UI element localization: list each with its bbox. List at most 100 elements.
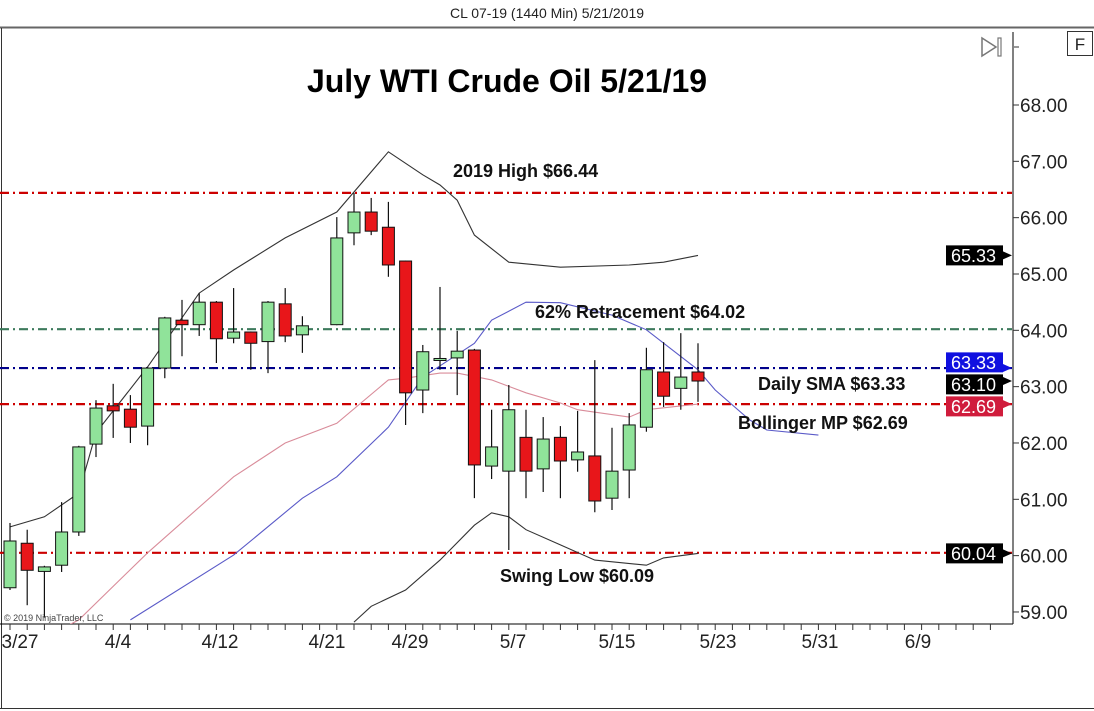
price-tick-label: 64.00 xyxy=(1020,321,1068,342)
candle-body xyxy=(433,357,447,361)
candle-body xyxy=(605,470,619,499)
price-tick-label: 63.00 xyxy=(1020,378,1068,399)
chart-title: July WTI Crude Oil 5/21/19 xyxy=(307,63,707,99)
candle xyxy=(37,565,51,618)
candle-body xyxy=(467,349,481,466)
candle-body xyxy=(502,409,516,472)
candle-body xyxy=(244,331,258,344)
candle-body xyxy=(622,424,636,471)
annotation-daily-sma: Daily SMA $63.33 xyxy=(758,374,905,394)
candle xyxy=(502,384,516,551)
candle-body xyxy=(416,351,430,391)
candle-body xyxy=(364,211,378,232)
candle xyxy=(364,197,378,236)
candle xyxy=(399,260,413,425)
candle xyxy=(519,409,533,499)
price-tag: 62.69 xyxy=(946,396,1012,417)
candle xyxy=(536,417,550,492)
candle-body xyxy=(485,446,499,467)
candle xyxy=(605,427,619,511)
candle xyxy=(657,342,671,407)
candle xyxy=(571,410,585,472)
time-tick-label: 5/31 xyxy=(802,632,839,653)
annotation-2019-high: 2019 High $66.44 xyxy=(453,161,598,181)
candle xyxy=(55,502,69,572)
price-tag-label: 63.10 xyxy=(951,375,996,395)
candle xyxy=(295,316,309,353)
price-tick-label: 66.00 xyxy=(1020,209,1068,230)
time-tick-label: 4/4 xyxy=(105,632,132,653)
candle xyxy=(691,343,705,402)
candle-body xyxy=(536,438,550,470)
skip-to-end-icon[interactable] xyxy=(981,36,1002,58)
candle xyxy=(674,333,688,410)
candle-body xyxy=(519,436,533,472)
candle-body xyxy=(553,436,567,462)
price-tick-label: 67.00 xyxy=(1020,152,1068,173)
svg-text:F: F xyxy=(1075,35,1085,54)
time-axis[interactable]: 3/27 4/4 4/12 4/21 4/29 5/7 5/15 5/23 5/31 6/9 xyxy=(2,624,991,653)
annotation-swing-low: Swing Low $60.09 xyxy=(500,566,654,586)
candle xyxy=(433,286,447,370)
candle xyxy=(278,288,292,343)
price-tick-label: 61.00 xyxy=(1020,490,1068,511)
candle-body xyxy=(175,319,189,326)
f-button[interactable]: F xyxy=(1067,31,1093,56)
candle-body xyxy=(347,211,361,234)
candle xyxy=(261,301,275,374)
price-axis[interactable]: 68.00 67.00 66.00 65.00 64.00 63.00 62.00 61.00… xyxy=(1013,96,1068,624)
candle-body xyxy=(278,303,292,337)
price-tag-label: 65.33 xyxy=(951,246,996,266)
time-tick-label: 4/21 xyxy=(309,632,346,653)
candle xyxy=(381,201,395,277)
price-tag: 63.33 xyxy=(946,352,1012,373)
candle-body xyxy=(657,371,671,397)
price-tag: 60.04 xyxy=(946,543,1012,564)
candle xyxy=(485,409,499,480)
candle-body xyxy=(106,405,120,412)
time-tick-label: 5/7 xyxy=(500,632,526,653)
candle-body xyxy=(72,446,86,533)
candle-body xyxy=(209,301,223,340)
candle-body xyxy=(123,408,137,428)
price-tick-label: 65.00 xyxy=(1020,265,1068,286)
candle-body xyxy=(3,540,17,589)
candle-body xyxy=(227,331,241,339)
price-tick-label: 62.00 xyxy=(1020,434,1068,455)
candle-body xyxy=(158,317,172,369)
candle-body xyxy=(295,325,309,336)
candle xyxy=(467,348,481,499)
chart-header-title: CL 07-19 (1440 Min) 5/21/2019 xyxy=(450,5,644,21)
candle-body xyxy=(20,542,34,571)
candle xyxy=(192,293,206,336)
candle-body xyxy=(89,407,103,445)
candle-body xyxy=(261,301,275,343)
candle xyxy=(450,330,464,396)
candle-body xyxy=(691,371,705,382)
time-tick-label: 5/15 xyxy=(599,632,636,653)
time-tick-label: 4/12 xyxy=(202,632,239,653)
candle xyxy=(244,331,258,370)
candle-body xyxy=(330,237,344,326)
candle xyxy=(588,360,602,513)
price-tag-label: 62.69 xyxy=(951,397,996,417)
horizontal-levels xyxy=(0,191,1012,554)
annotation-bollinger-mp: Bollinger MP $62.69 xyxy=(738,413,908,433)
candle xyxy=(227,288,241,344)
candle xyxy=(416,344,430,414)
price-tag-label: 63.33 xyxy=(951,353,996,373)
candle xyxy=(89,400,103,458)
candle-body xyxy=(141,367,155,427)
candle xyxy=(20,529,34,606)
indicator-line xyxy=(69,372,699,624)
candle-body xyxy=(399,260,413,394)
candle xyxy=(72,445,86,536)
candle xyxy=(141,366,155,446)
price-tag: 63.10 xyxy=(946,374,1012,395)
annotation-retracement: 62% Retracement $64.02 xyxy=(535,302,745,322)
candles xyxy=(3,192,705,618)
candle xyxy=(330,217,344,326)
price-tick-label: 68.00 xyxy=(1020,96,1068,117)
candle-body xyxy=(639,369,653,428)
